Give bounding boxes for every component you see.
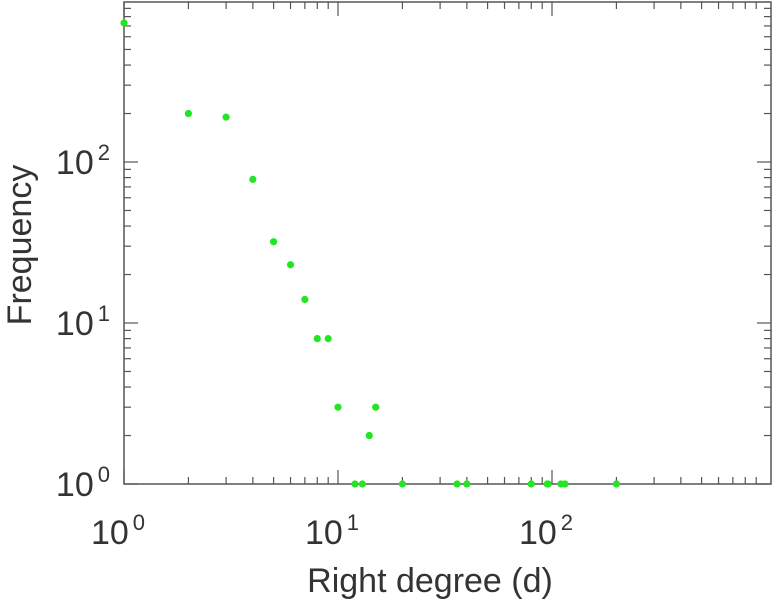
data-point [561, 480, 569, 488]
y-axis-label: Frequency [1, 165, 39, 326]
data-point [301, 295, 309, 304]
data-point [358, 480, 366, 488]
data-point [286, 261, 295, 269]
x-tick-label: 10 1 [305, 510, 359, 552]
data-point [612, 480, 621, 488]
x-tick-label: 10 0 [91, 510, 145, 552]
data-point [463, 480, 471, 488]
data-point [351, 480, 359, 488]
data-point [527, 480, 535, 488]
data-point [313, 335, 321, 343]
data-point [544, 480, 552, 488]
data-point [372, 403, 380, 411]
data-point [398, 480, 407, 488]
y-tick-label: 10 0 [56, 462, 110, 504]
data-point [120, 19, 128, 27]
x-axis-label: Right degree (d) [307, 562, 553, 600]
data-point [453, 480, 461, 488]
data-point [249, 175, 257, 183]
data-point [184, 109, 193, 118]
tick-labels: 10 0 10 1 10 2 10 0 10 1 10 2 [56, 140, 573, 552]
axis-ticks [123, 2, 771, 485]
data-points [120, 19, 621, 488]
data-point [269, 238, 278, 246]
data-point [334, 403, 342, 411]
data-point [222, 113, 230, 121]
y-tick-label: 10 1 [56, 301, 110, 343]
x-tick-label: 10 2 [519, 510, 573, 552]
plot-frame [123, 1, 772, 485]
y-tick-label: 10 2 [56, 140, 110, 182]
data-point [324, 335, 332, 343]
data-point [365, 431, 373, 440]
